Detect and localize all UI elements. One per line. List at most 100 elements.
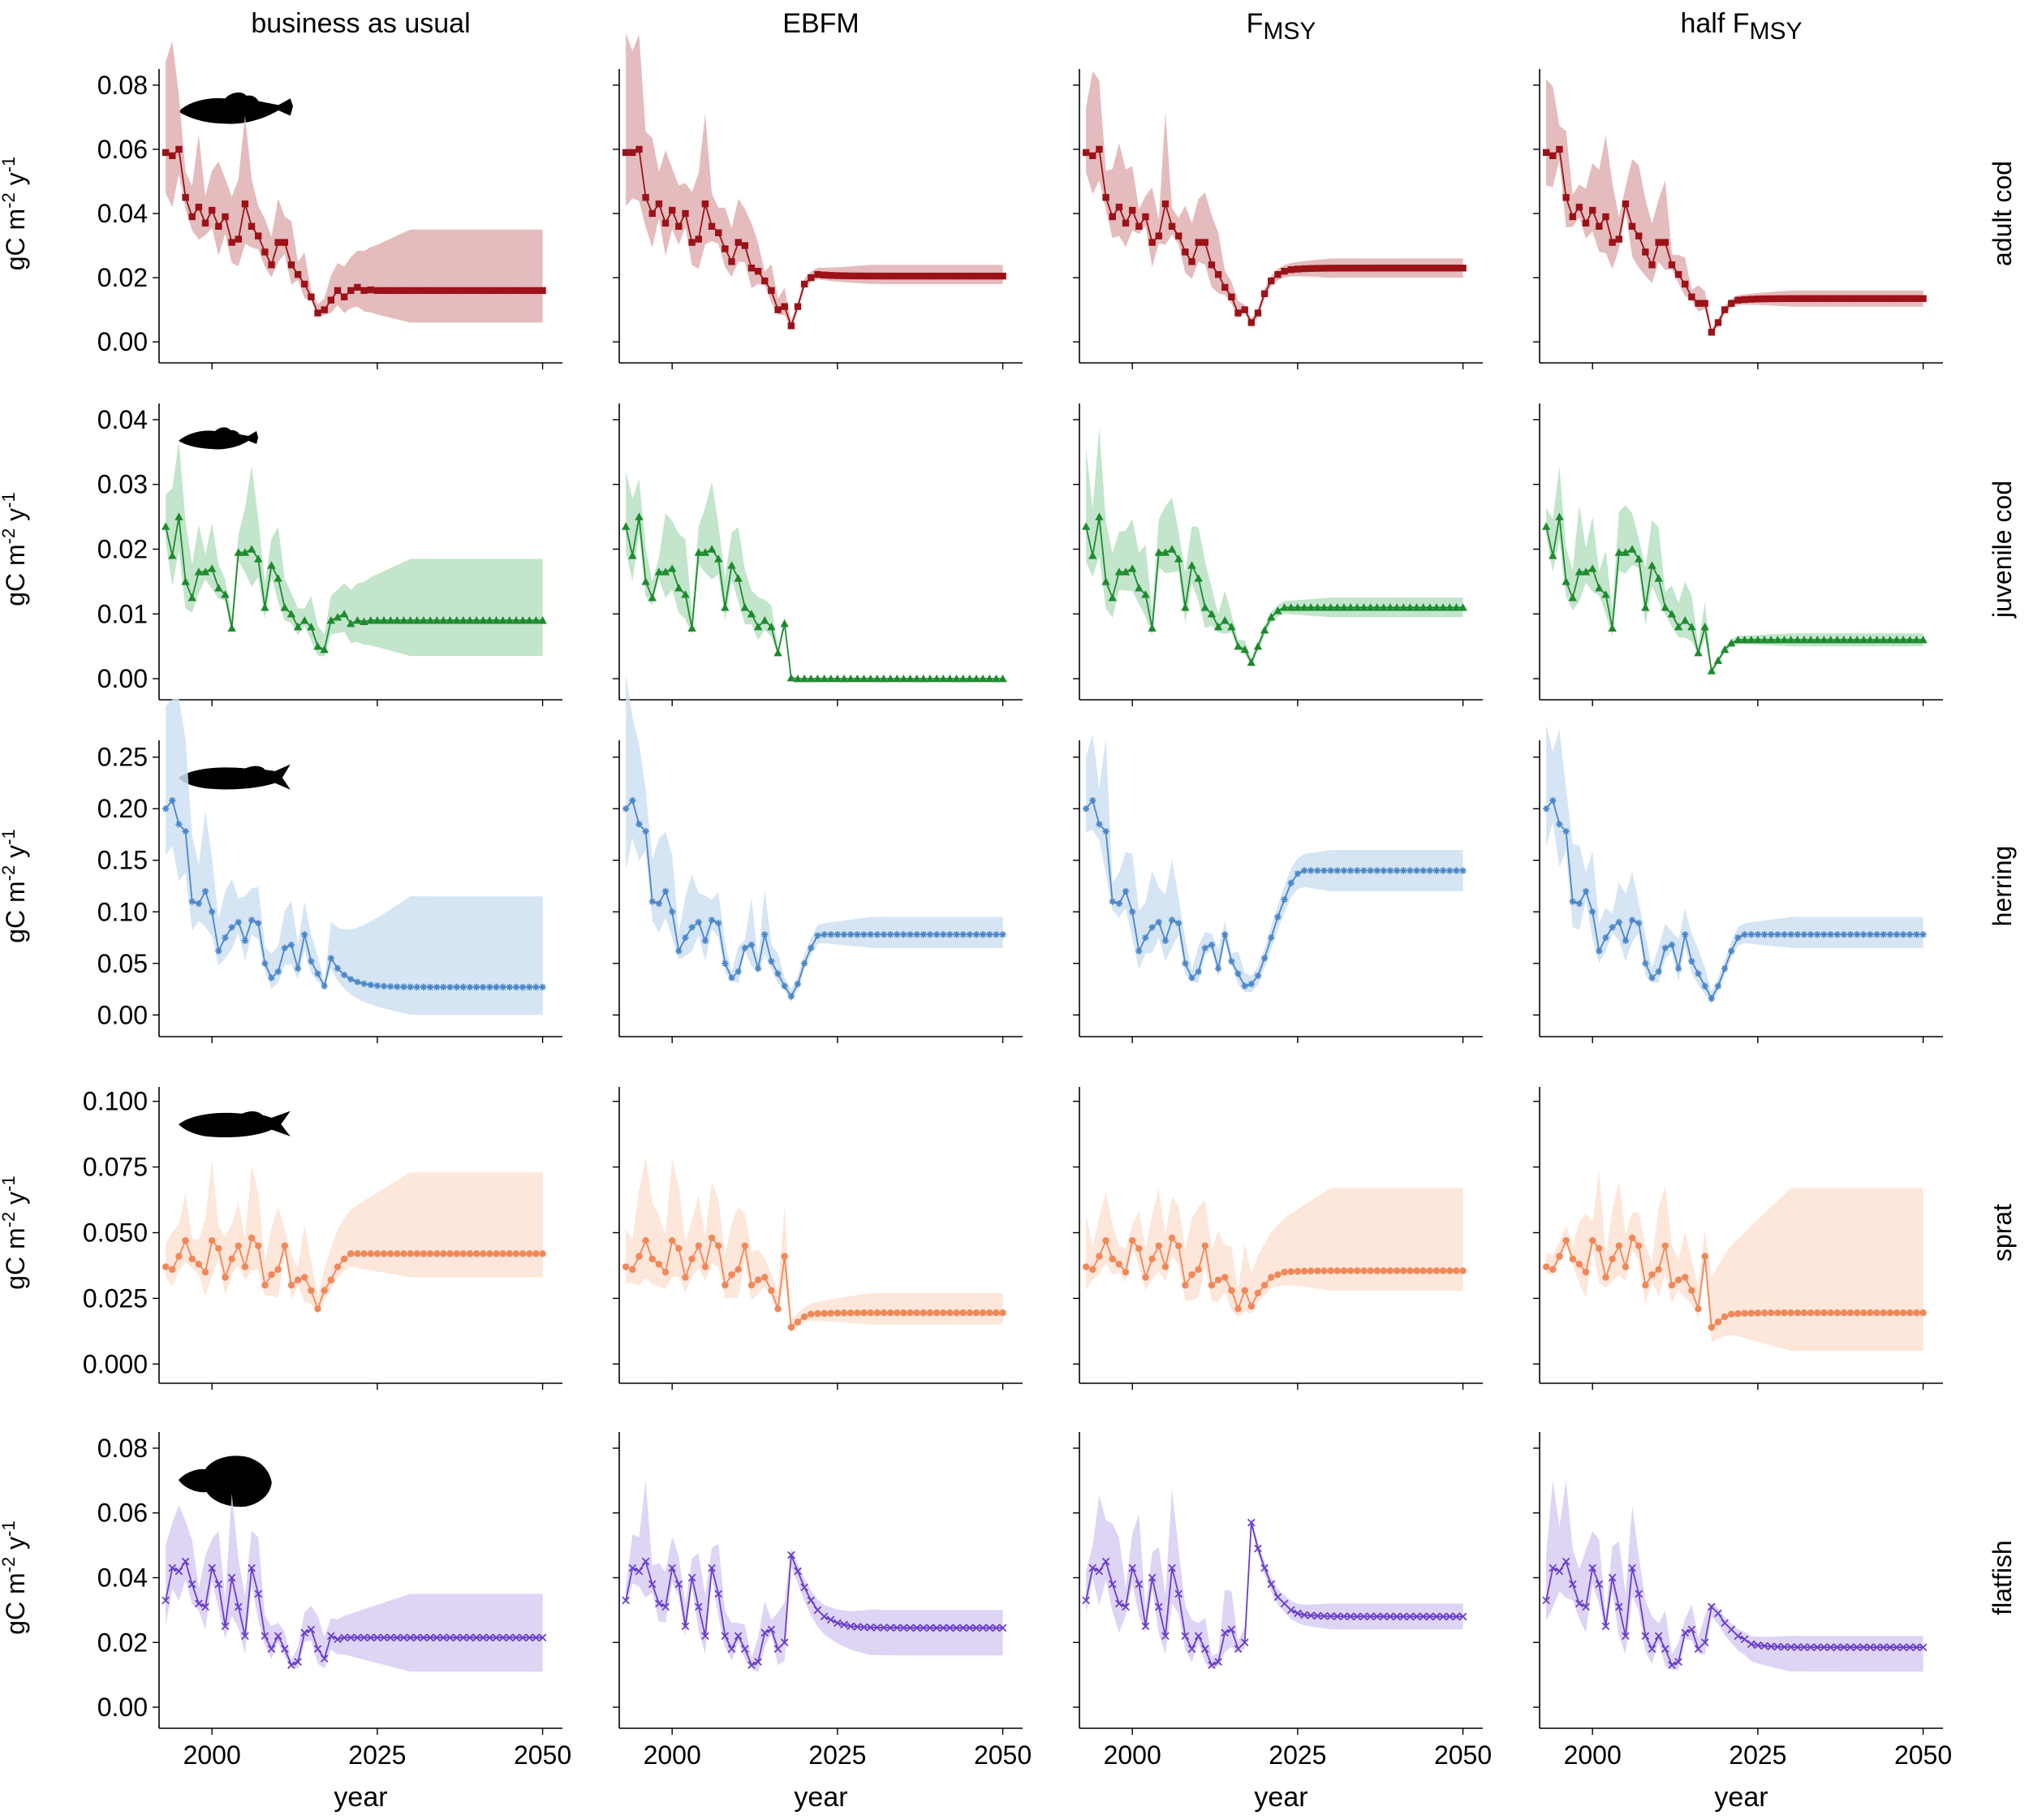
- data-point: [1648, 261, 1656, 269]
- data-point: [433, 1633, 442, 1642]
- data-point: [986, 1309, 993, 1317]
- data-point: [1655, 1266, 1662, 1274]
- data-point: [992, 674, 1001, 683]
- data-point: [1820, 1309, 1828, 1317]
- data-point: [1406, 603, 1415, 611]
- data-point: [201, 1268, 209, 1276]
- data-point: [168, 551, 177, 559]
- data-point: [201, 1602, 209, 1611]
- data-point: [986, 931, 993, 938]
- uncertainty-band: [1086, 734, 1463, 993]
- data-point: [1135, 1244, 1143, 1253]
- data-point: [800, 1313, 808, 1321]
- data-point: [1708, 994, 1716, 1003]
- data-point: [1175, 232, 1183, 239]
- data-point: [741, 242, 749, 249]
- uncertainty-band: [1546, 1480, 1923, 1672]
- data-point: [472, 1633, 480, 1642]
- y-axis-title-exp2: -1: [0, 829, 19, 845]
- data-point: [1188, 258, 1195, 265]
- x-tick-label: 2050: [1894, 1740, 1952, 1770]
- data-point: [648, 593, 657, 602]
- data-point: [386, 287, 394, 295]
- data-point: [768, 1287, 775, 1294]
- data-point: [687, 1573, 696, 1582]
- data-point: [808, 1310, 815, 1318]
- data-point: [1682, 1274, 1689, 1281]
- data-point: [1760, 1641, 1768, 1650]
- data-point: [642, 827, 649, 835]
- data-point: [1833, 635, 1842, 644]
- data-point: [261, 248, 269, 256]
- row-label-sprat: sprat: [1988, 1204, 2017, 1261]
- panel-adult-cod-ebfm: [613, 32, 1023, 369]
- data-point: [1575, 567, 1584, 576]
- data-point: [1614, 1602, 1623, 1611]
- data-point: [794, 1318, 802, 1326]
- data-point: [1767, 931, 1775, 938]
- data-point: [1122, 219, 1130, 227]
- data-point: [1667, 610, 1677, 618]
- juvenile-cod-icon-shape: [179, 427, 258, 450]
- data-point: [999, 931, 1006, 938]
- data-point: [498, 1633, 507, 1642]
- data-point: [1694, 648, 1703, 657]
- data-point: [1373, 867, 1381, 874]
- data-point: [1419, 1267, 1427, 1274]
- data-point: [635, 512, 644, 520]
- data-point: [1839, 1643, 1848, 1652]
- data-point: [1741, 931, 1748, 938]
- data-point: [1688, 958, 1695, 965]
- data-point: [327, 1276, 335, 1283]
- data-point: [1628, 222, 1636, 231]
- panel-herring-fmsy: [1073, 734, 1483, 1043]
- data-point: [952, 674, 961, 683]
- data-point: [1214, 270, 1222, 278]
- data-point: [734, 968, 742, 976]
- data-point: [214, 584, 223, 592]
- data-point: [493, 983, 500, 991]
- data-point: [1168, 1563, 1176, 1572]
- y-axis-title-exp2: -1: [0, 157, 19, 173]
- data-point: [700, 548, 710, 556]
- data-point: [1549, 152, 1557, 160]
- data-point: [326, 616, 336, 624]
- data-point: [1280, 603, 1289, 611]
- data-point: [1621, 548, 1631, 556]
- data-point: [1300, 265, 1308, 273]
- uncertainty-band: [1086, 428, 1463, 666]
- data-point: [867, 931, 874, 938]
- data-point: [1549, 796, 1557, 804]
- y-tick-label: 0.08: [97, 1434, 148, 1463]
- panel-sprat-halffmsy: [1533, 1087, 1943, 1390]
- data-point: [1346, 867, 1355, 874]
- row-label-juvenile-cod: juvenile cod: [1988, 481, 2017, 619]
- data-point: [532, 1633, 541, 1642]
- data-point: [1648, 1645, 1656, 1654]
- data-point: [215, 1244, 222, 1253]
- data-point: [1780, 635, 1789, 644]
- data-point: [1840, 1309, 1847, 1317]
- data-point: [1813, 1309, 1821, 1317]
- data-point: [1827, 1309, 1834, 1317]
- data-point: [1439, 867, 1447, 874]
- data-point: [853, 674, 862, 683]
- data-point: [1674, 1276, 1682, 1283]
- data-point: [860, 1309, 868, 1317]
- uncertainty-band: [626, 1481, 1003, 1673]
- data-point: [940, 931, 947, 938]
- data-point: [913, 1309, 920, 1317]
- data-point: [661, 887, 670, 895]
- data-point: [294, 270, 302, 278]
- data-point: [1615, 235, 1622, 243]
- y-axis-title-exp1: -2: [0, 1557, 19, 1573]
- data-point: [1367, 867, 1374, 874]
- data-point: [195, 203, 203, 211]
- x-tick-label: 2000: [183, 1740, 241, 1770]
- y-axis-title-mid: y: [1, 508, 30, 528]
- data-point: [1714, 1609, 1722, 1618]
- data-point: [1114, 567, 1124, 576]
- data-point: [1293, 603, 1303, 611]
- data-point: [1353, 1267, 1361, 1274]
- data-point: [933, 1309, 941, 1317]
